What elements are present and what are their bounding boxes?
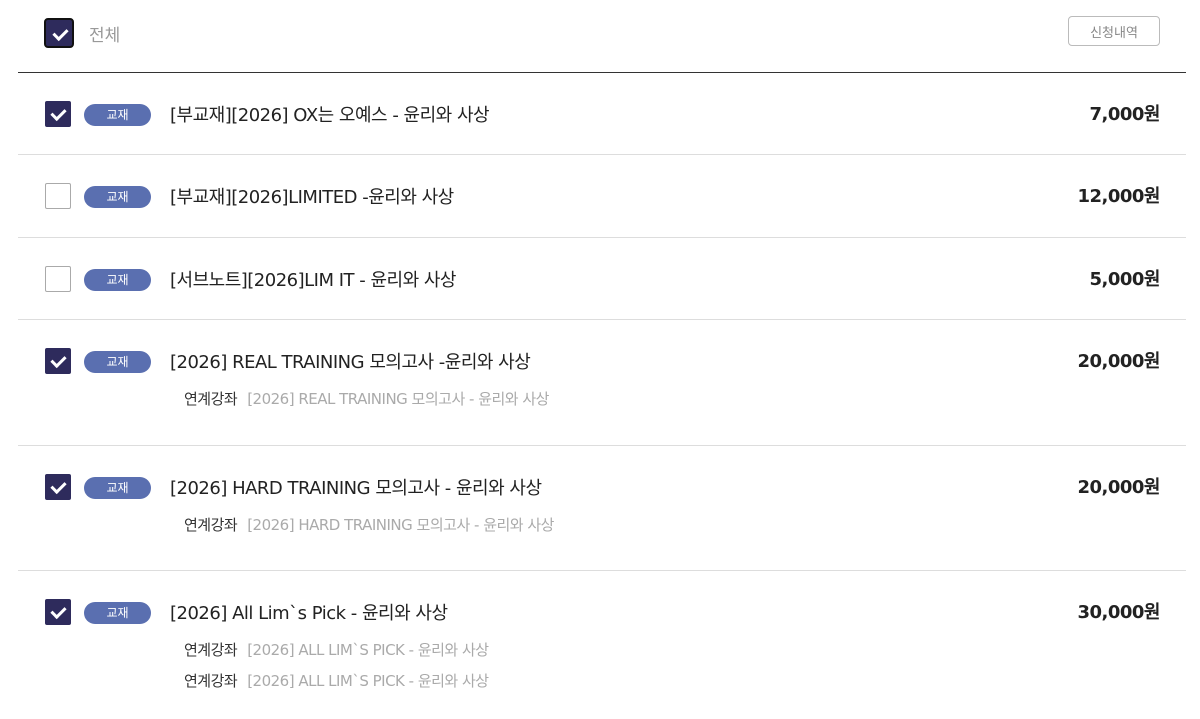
item-checkbox[interactable] — [45, 183, 71, 209]
list-item: 교재 [2026] REAL TRAINING 모의고사 -윤리와 사상 20,… — [18, 320, 1186, 446]
item-title: [부교재][2026] OX는 오예스 - 윤리와 사상 — [170, 105, 490, 126]
linked-course: 연계강좌 [2026] ALL LIM`S PICK - 윤리와 사상 — [184, 639, 489, 670]
item-price: 7,000원 — [1089, 104, 1161, 125]
linked-courses: 연계강좌 [2026] HARD TRAINING 모의고사 - 윤리와 사상 — [184, 514, 554, 545]
select-all-checkbox[interactable] — [44, 18, 74, 48]
category-badge: 교재 — [84, 104, 151, 126]
item-price: 30,000원 — [1077, 602, 1160, 623]
category-badge: 교재 — [84, 351, 151, 373]
linked-courses: 연계강좌 [2026] ALL LIM`S PICK - 윤리와 사상 연계강좌 [2… — [184, 639, 489, 701]
list-item: 교재 [부교재][2026] OX는 오예스 - 윤리와 사상 7,000원 — [18, 73, 1186, 155]
linked-course-name: [2026] ALL LIM`S PICK - 윤리와 사상 — [247, 641, 489, 659]
item-title: [부교재][2026]LIMITED -윤리와 사상 — [170, 187, 454, 208]
item-title: [2026] All Lim`s Pick - 윤리와 사상 — [170, 603, 448, 624]
item-title: [2026] HARD TRAINING 모의고사 - 윤리와 사상 — [170, 478, 542, 499]
linked-course-name: [2026] REAL TRAINING 모의고사 - 윤리와 사상 — [247, 390, 549, 408]
item-checkbox[interactable] — [45, 101, 71, 127]
item-price: 5,000원 — [1089, 269, 1161, 290]
item-checkbox[interactable] — [45, 474, 71, 500]
list-item: 교재 [서브노트][2026]LIM IT - 윤리와 사상 5,000원 — [18, 238, 1186, 320]
item-price: 12,000원 — [1077, 186, 1160, 207]
linked-course-label: 연계강좌 — [184, 516, 238, 534]
history-button[interactable]: 신청내역 — [1068, 16, 1160, 46]
list-item: 교재 [2026] HARD TRAINING 모의고사 - 윤리와 사상 20… — [18, 446, 1186, 571]
item-price: 20,000원 — [1077, 477, 1160, 498]
item-price: 20,000원 — [1077, 351, 1160, 372]
item-checkbox[interactable] — [45, 599, 71, 625]
linked-course: 연계강좌 [2026] ALL LIM`S PICK - 윤리와 사상 — [184, 670, 489, 701]
list-item: 교재 [2026] All Lim`s Pick - 윤리와 사상 30,000… — [18, 571, 1186, 718]
item-checkbox[interactable] — [45, 266, 71, 292]
linked-course-label: 연계강좌 — [184, 672, 238, 690]
category-badge: 교재 — [84, 186, 151, 208]
category-badge: 교재 — [84, 269, 151, 291]
linked-course: 연계강좌 [2026] REAL TRAINING 모의고사 - 윤리와 사상 — [184, 388, 549, 419]
category-badge: 교재 — [84, 602, 151, 624]
linked-course-label: 연계강좌 — [184, 641, 238, 659]
linked-course-name: [2026] ALL LIM`S PICK - 윤리와 사상 — [247, 672, 489, 690]
order-list: 전체 신청내역 교재 [부교재][2026] OX는 오예스 - 윤리와 사상 … — [18, 0, 1186, 718]
item-title: [서브노트][2026]LIM IT - 윤리와 사상 — [170, 270, 457, 291]
select-all-label: 전체 — [89, 26, 121, 46]
category-badge: 교재 — [84, 477, 151, 499]
list-item: 교재 [부교재][2026]LIMITED -윤리와 사상 12,000원 — [18, 155, 1186, 238]
linked-course: 연계강좌 [2026] HARD TRAINING 모의고사 - 윤리와 사상 — [184, 514, 554, 545]
linked-course-name: [2026] HARD TRAINING 모의고사 - 윤리와 사상 — [247, 516, 554, 534]
item-checkbox[interactable] — [45, 348, 71, 374]
linked-courses: 연계강좌 [2026] REAL TRAINING 모의고사 - 윤리와 사상 — [184, 388, 549, 419]
linked-course-label: 연계강좌 — [184, 390, 238, 408]
item-title: [2026] REAL TRAINING 모의고사 -윤리와 사상 — [170, 352, 531, 373]
list-header: 전체 신청내역 — [18, 0, 1186, 73]
